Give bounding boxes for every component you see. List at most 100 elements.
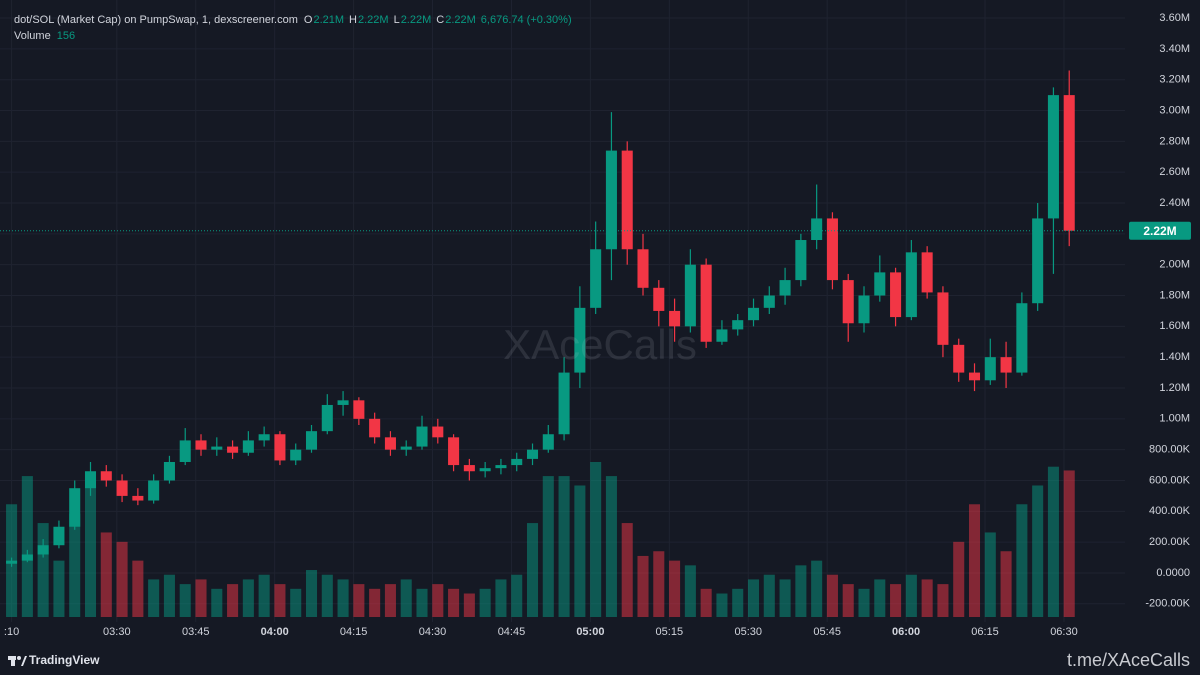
volume-bar: [21, 476, 33, 617]
x-tick-label: :10: [4, 626, 19, 638]
volume-bar: [1016, 504, 1028, 617]
volume-bar: [1000, 551, 1012, 617]
volume-bar: [463, 593, 475, 617]
volume-value: 156: [56, 30, 76, 42]
volume-bar: [574, 485, 586, 617]
volume-bar: [416, 588, 428, 617]
candle-body: [479, 468, 491, 472]
volume-bar: [179, 584, 191, 617]
y-tick-label: 3.60M: [1159, 12, 1190, 24]
candle-body: [732, 320, 744, 330]
y-tick-label: 400.00K: [1149, 505, 1191, 517]
change: 6,676.74 (+0.30%): [480, 14, 572, 26]
volume-bar: [148, 579, 160, 617]
candle-body: [747, 307, 760, 321]
volume-bar: [779, 579, 791, 617]
x-tick-label: 04:30: [419, 626, 447, 638]
candles: [6, 70, 1075, 567]
volume-bar: [100, 532, 112, 617]
volume-bar: [116, 541, 128, 617]
volume-bar: [1032, 485, 1044, 617]
candle-body: [605, 150, 617, 250]
candle-body: [1000, 357, 1012, 373]
candle-body: [179, 440, 191, 462]
candle-body: [6, 560, 18, 564]
volume-bar: [558, 476, 570, 617]
volume: [6, 462, 1075, 617]
y-tick-label: 1.20M: [1159, 382, 1190, 394]
volume-bar: [905, 574, 917, 617]
ohlc-value: 2.22M: [400, 14, 432, 26]
candle-body: [921, 252, 933, 293]
candle-body: [163, 461, 175, 481]
volume-bar: [590, 462, 602, 617]
volume-bar: [132, 560, 144, 617]
candle-body: [669, 310, 681, 327]
volume-bar: [669, 560, 681, 617]
candle-body: [558, 372, 570, 435]
volume-bar: [432, 584, 444, 617]
candle-body: [448, 437, 460, 466]
volume-bar: [384, 584, 396, 617]
volume-bar: [321, 574, 333, 617]
volume-bar: [1063, 470, 1075, 617]
x-tick-label: 05:00: [576, 626, 604, 638]
candle-body: [21, 554, 33, 561]
ohlc-key: O: [303, 14, 313, 26]
x-tick-label: 05:45: [813, 626, 841, 638]
candle-body: [132, 495, 144, 501]
x-tick-label: 04:45: [498, 626, 526, 638]
volume-bar: [842, 584, 854, 617]
legend: dot/SOL (Market Cap) on PumpSwap, 1, dex…: [14, 12, 577, 44]
candle-body: [69, 488, 81, 527]
volume-bar: [195, 579, 207, 617]
symbol: dot/SOL (Market Cap) on PumpSwap, 1, dex…: [14, 14, 298, 26]
candle-body: [84, 471, 97, 489]
candle-body: [858, 295, 870, 324]
last-price-label: 2.22M: [1143, 224, 1176, 238]
candle-body: [463, 465, 475, 472]
last-price-box: [1129, 221, 1191, 240]
y-tick-label: 2.40M: [1159, 197, 1190, 209]
candle-body: [574, 307, 586, 373]
candle-body: [700, 264, 712, 342]
candle-body: [653, 287, 665, 311]
y-tick-label: 2.80M: [1159, 135, 1190, 147]
volume-bar: [953, 541, 965, 617]
candle-body: [100, 471, 112, 481]
candle-body: [384, 437, 396, 450]
watermark: XAceCalls: [503, 321, 697, 368]
candle-body: [590, 249, 602, 308]
volume-bar: [1047, 466, 1059, 617]
candle-body: [258, 434, 270, 441]
candle-body: [211, 446, 223, 450]
ohlc-value: 2.21M: [313, 14, 345, 26]
candle-body: [968, 372, 981, 381]
volume-bar: [984, 532, 996, 617]
volume-bar: [763, 574, 775, 617]
volume-bar: [305, 570, 318, 617]
volume-bar: [684, 565, 696, 617]
candle-body: [1016, 303, 1028, 373]
ohlc-key: L: [393, 14, 400, 26]
ohlc-value: 2.22M: [445, 14, 476, 26]
x-tick-label: 04:00: [261, 626, 289, 638]
price-axis-bg: [1125, 0, 1200, 645]
volume-bar: [795, 565, 807, 617]
ohlc-key: H: [349, 14, 357, 26]
candle-body: [763, 295, 775, 308]
volume-bar: [605, 476, 617, 617]
candle-body: [637, 249, 649, 288]
candle-body: [811, 218, 823, 241]
candle-body: [400, 446, 412, 450]
candle-body: [432, 426, 444, 438]
volume-bar: [542, 476, 554, 617]
candle-body: [905, 252, 917, 318]
volume-bar: [526, 523, 539, 617]
volume-bar: [921, 579, 933, 617]
y-tick-label: 800.00K: [1149, 444, 1191, 456]
candle-body: [684, 264, 696, 327]
volume-bar: [747, 579, 760, 617]
ohlc-key: C: [436, 14, 445, 26]
